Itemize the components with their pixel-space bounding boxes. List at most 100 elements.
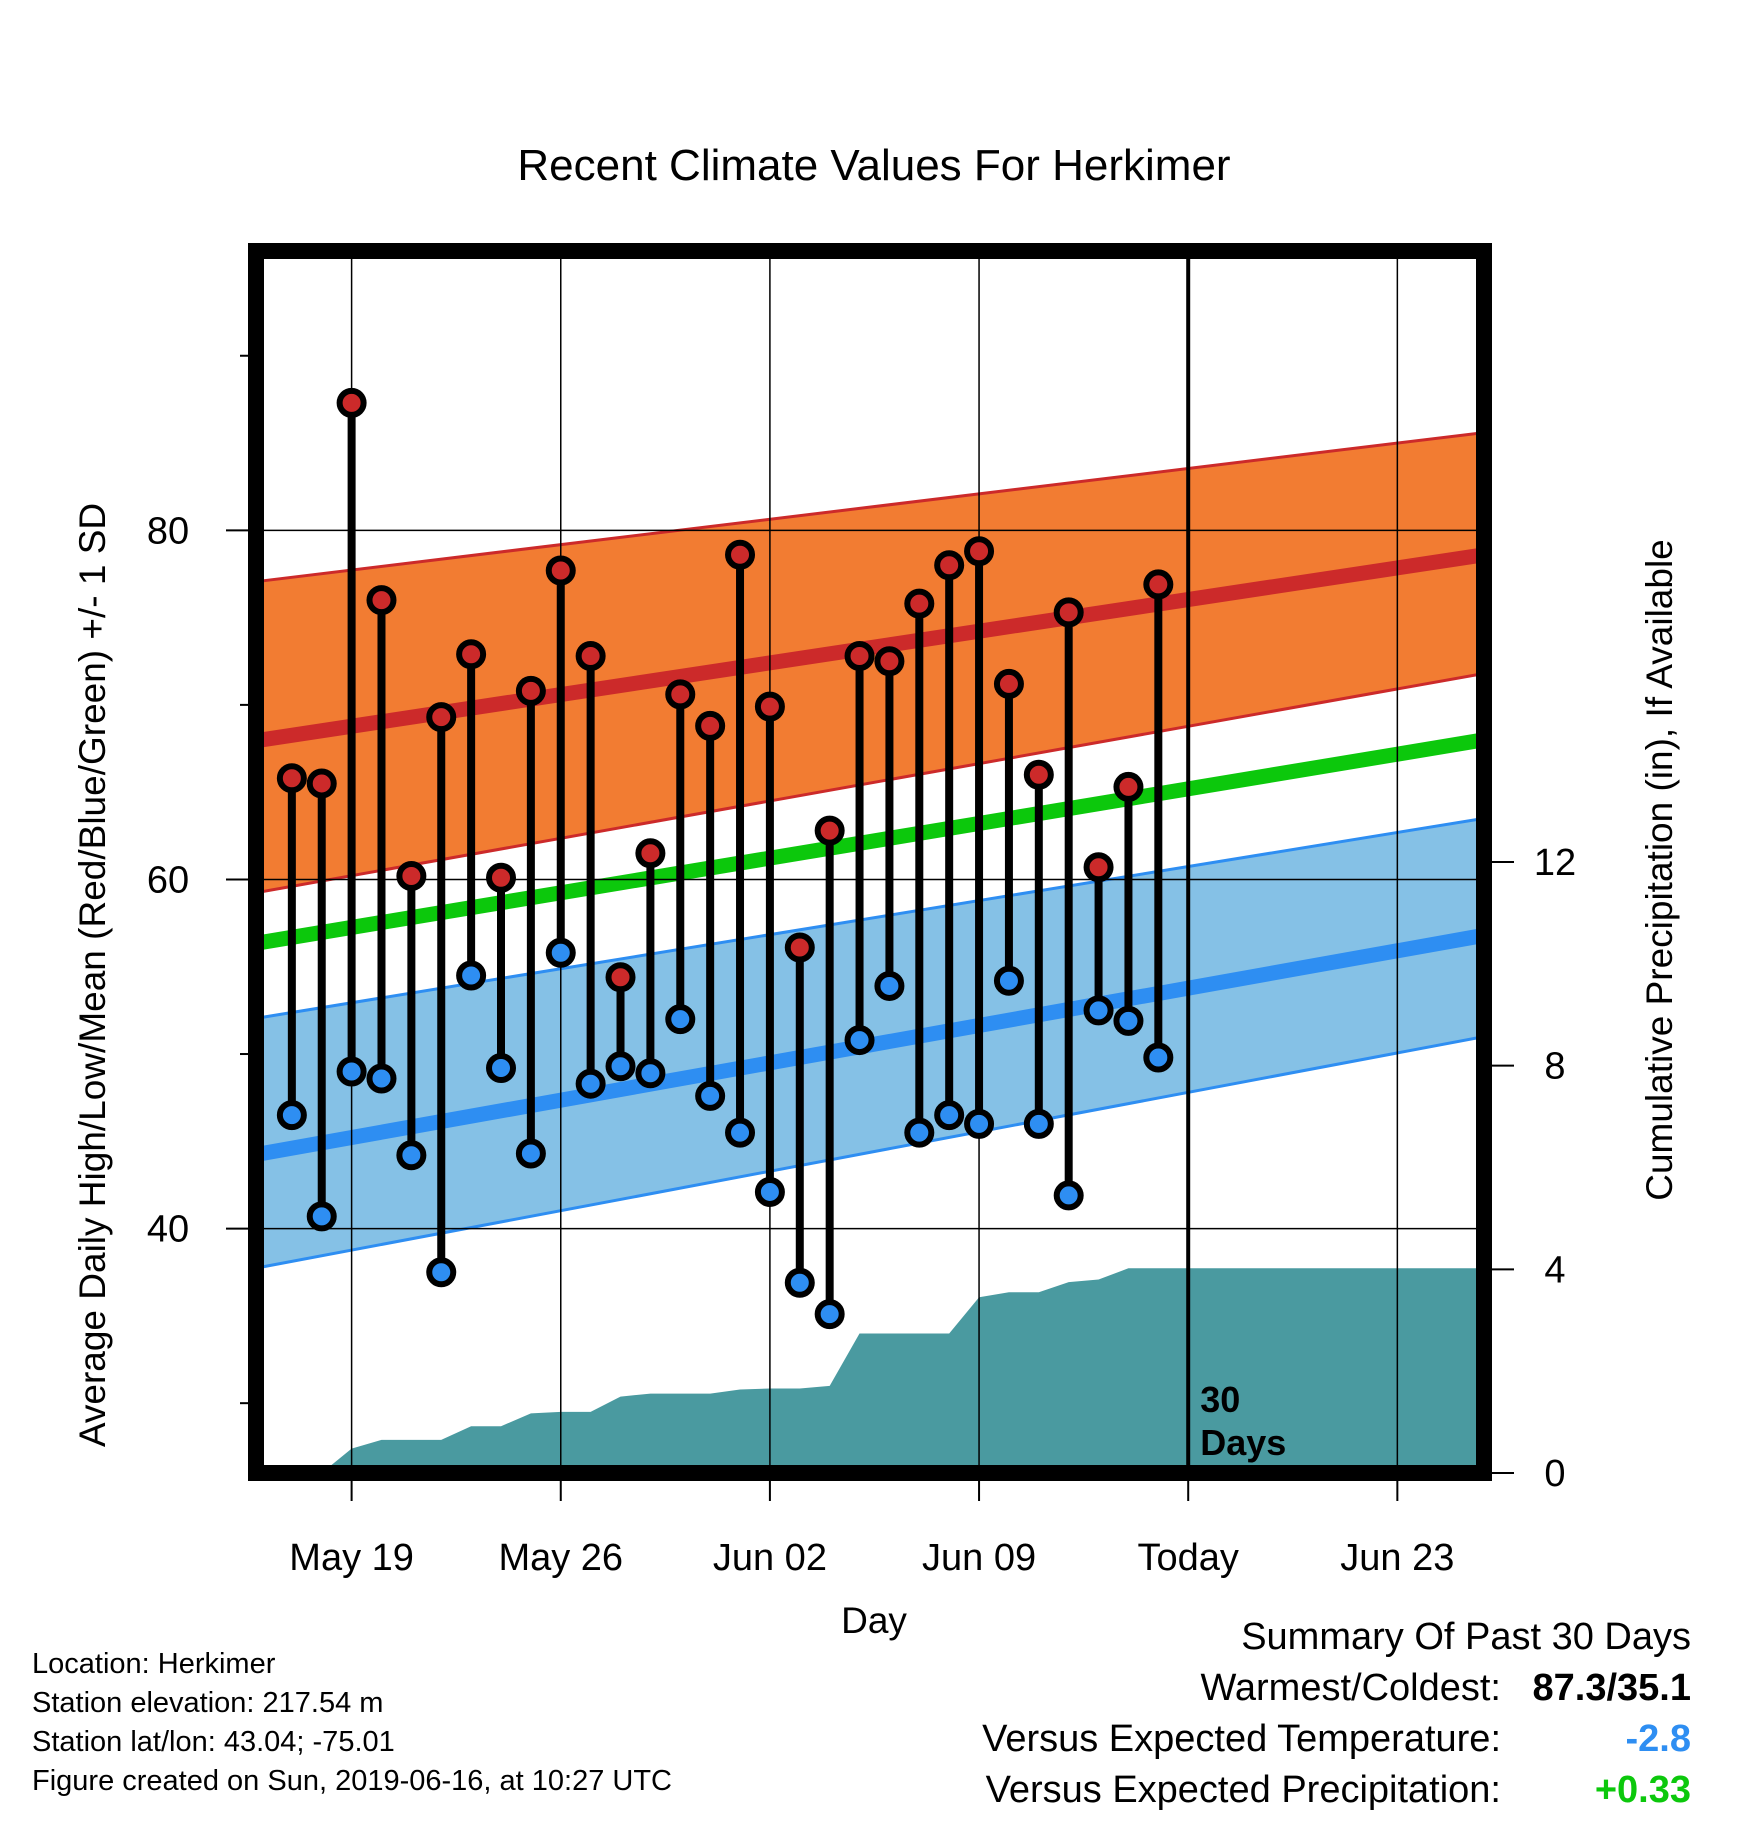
high-point — [1143, 569, 1174, 600]
high-point — [1113, 771, 1144, 802]
high-point — [964, 536, 995, 567]
low-point — [695, 1080, 726, 1111]
high-point — [396, 860, 427, 891]
low-point — [515, 1138, 546, 1169]
low-point — [784, 1267, 815, 1298]
low-point — [545, 937, 576, 968]
low-point — [396, 1140, 427, 1171]
high-point — [276, 763, 307, 794]
low-point — [754, 1176, 785, 1207]
high-point — [695, 710, 726, 741]
high-point — [486, 862, 517, 893]
low-point — [605, 1051, 636, 1082]
low-point — [426, 1257, 457, 1288]
high-point — [1053, 597, 1084, 628]
y2-tick-label: 0 — [1544, 1453, 1565, 1495]
temp-label: Versus Expected Temperature: — [982, 1718, 1501, 1760]
precip-value: +0.33 — [1594, 1769, 1691, 1811]
low-point — [874, 970, 905, 1001]
high-point — [814, 815, 845, 846]
summary-warmest-row: Warmest/Coldest: 87.3/35.1 — [982, 1663, 1691, 1714]
low-point — [993, 965, 1024, 996]
high-point — [635, 838, 666, 869]
low-point — [814, 1299, 845, 1330]
high-point — [366, 585, 397, 616]
x-tick-label: Today — [1138, 1537, 1239, 1579]
high-point — [336, 387, 367, 418]
high-point — [934, 550, 965, 581]
x-axis-label: Day — [841, 1600, 907, 1641]
summary-heading: Summary Of Past 30 Days — [1241, 1616, 1691, 1658]
y2-tick-label: 8 — [1544, 1046, 1565, 1088]
y2-tick-label: 4 — [1544, 1249, 1565, 1291]
precip-area — [321, 1268, 1484, 1473]
low-point — [964, 1108, 995, 1139]
low-point — [934, 1100, 965, 1131]
elevation-text: Station elevation: 217.54 m — [32, 1687, 384, 1719]
high-point — [306, 768, 337, 799]
x-tick-label: May 19 — [289, 1537, 414, 1579]
high-point — [993, 668, 1024, 699]
today-days-label-2: Days — [1200, 1422, 1286, 1463]
low-point — [665, 1004, 696, 1035]
high-point — [545, 555, 576, 586]
low-point — [1143, 1042, 1174, 1073]
low-point — [725, 1117, 756, 1148]
summary-panel: Summary Of Past 30 Days Warmest/Coldest:… — [982, 1612, 1691, 1816]
low-point — [366, 1063, 397, 1094]
high-point — [844, 641, 875, 672]
y-tick-label: 60 — [147, 859, 189, 901]
x-tick-label: Jun 02 — [713, 1537, 827, 1579]
warmest-value: 87.3/35.1 — [1532, 1667, 1691, 1709]
y-tick-label: 80 — [147, 510, 189, 552]
today-days-label-1: 30 — [1200, 1379, 1240, 1420]
low-point — [306, 1201, 337, 1232]
warmest-label: Warmest/Coldest: — [1200, 1667, 1501, 1709]
high-point — [725, 539, 756, 570]
high-plus-sd-edge — [261, 431, 1484, 583]
high-point — [1083, 852, 1114, 883]
summary-precip-row: Versus Expected Precipitation: +0.33 — [982, 1765, 1691, 1816]
low-point — [276, 1100, 307, 1131]
low-point — [635, 1058, 666, 1089]
x-tick-label: May 26 — [498, 1537, 623, 1579]
low-point — [575, 1068, 606, 1099]
station-info: Location: Herkimer Station elevation: 21… — [32, 1645, 672, 1801]
high-minus-sd-edge — [261, 671, 1484, 894]
low-point — [336, 1056, 367, 1087]
chart-title: Recent Climate Values For Herkimer — [517, 141, 1230, 190]
plot-frame — [248, 243, 1492, 1481]
y2-tick-label: 12 — [1534, 842, 1576, 884]
normal-high-line — [260, 547, 1484, 748]
y-axis-label: Average Daily High/Low/Mean (Red/Blue/Gr… — [72, 503, 113, 1447]
location-text: Location: Herkimer — [32, 1648, 276, 1680]
summary-temp-row: Versus Expected Temperature: -2.8 — [982, 1714, 1691, 1765]
high-point — [605, 962, 636, 993]
precip-label: Versus Expected Precipitation: — [985, 1769, 1501, 1811]
low-point — [904, 1117, 935, 1148]
temp-value: -2.8 — [1625, 1718, 1691, 1760]
x-tick-label: Jun 23 — [1340, 1537, 1454, 1579]
high-point — [515, 675, 546, 706]
low-point — [1053, 1180, 1084, 1211]
low-point — [1083, 995, 1114, 1026]
y2-axis-label: Cumulative Precipitation (in), If Availa… — [1639, 539, 1680, 1201]
high-point — [754, 691, 785, 722]
created-text: Figure created on Sun, 2019-06-16, at 10… — [32, 1765, 672, 1797]
low-point — [844, 1025, 875, 1056]
high-point — [665, 679, 696, 710]
high-point — [1023, 759, 1054, 790]
high-point — [456, 639, 487, 670]
normal-mean-line — [260, 732, 1484, 950]
low-point — [456, 960, 487, 991]
high-point — [874, 646, 905, 677]
y-tick-label: 40 — [147, 1209, 189, 1251]
high-point — [575, 641, 606, 672]
x-tick-label: Jun 09 — [922, 1537, 1036, 1579]
high-point — [426, 702, 457, 733]
low-point — [1113, 1005, 1144, 1036]
latlon-text: Station lat/lon: 43.04; -75.01 — [32, 1726, 395, 1758]
